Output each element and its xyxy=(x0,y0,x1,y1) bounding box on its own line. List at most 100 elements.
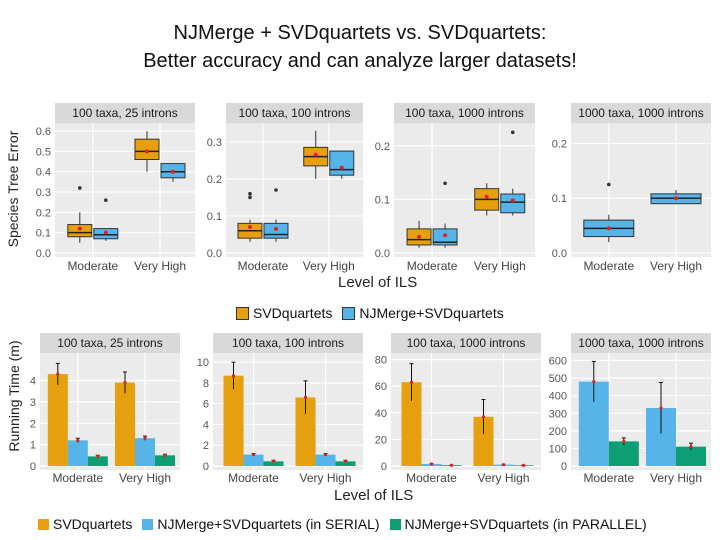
legend-swatch-time-svd xyxy=(38,518,49,530)
time-panel-1-x-tick-label: Moderate xyxy=(52,471,103,485)
error-x-axis-label: Level of ILS xyxy=(338,274,418,291)
error-panel-2-box-1-2-outlier xyxy=(274,188,278,192)
error-panel-1-x-tick-label: Very High xyxy=(134,259,186,273)
time-panel-1-bar-1-2 xyxy=(67,440,88,466)
error-panel-1-box-1-2-outlier xyxy=(104,198,108,202)
legend-item-time-parallel: NJMerge+SVDquartets (in PARALLEL) xyxy=(389,516,647,532)
time-panel-1-title: 100 taxa, 25 introns xyxy=(57,336,162,350)
error-panel-3-box-2-2-outlier xyxy=(510,130,515,135)
error-panel-1-box-1-1 xyxy=(67,224,93,238)
time-panel-1-bar-2-2-mean xyxy=(143,436,147,440)
time-panel-3-bar-1-3-mean xyxy=(449,463,454,467)
error-panel-1-box-2-1-mean xyxy=(145,149,149,154)
time-panel-1-y-tick-label: 1 xyxy=(30,440,36,452)
error-panel-4-y-tick-label: 0.0 xyxy=(552,248,567,260)
error-panel-3-box-2-2 xyxy=(500,193,526,214)
error-panel-1-y-tick-label: 0.5 xyxy=(36,146,51,158)
time-panel-4-bar-1-1-mean xyxy=(592,380,596,384)
time-panel-2-bar-1-3-mean xyxy=(271,459,276,463)
error-panel-1-box-2-1 xyxy=(134,138,160,161)
time-panel-3-y-tick-label: 20 xyxy=(375,434,387,446)
error-panel-1-y-tick-label: 0.2 xyxy=(36,207,51,219)
time-panel-2-bar-1-1-mean xyxy=(231,374,236,378)
error-panel-1-y-tick-label: 0.3 xyxy=(36,187,51,199)
error-panel-1-y-tick-label: 0.4 xyxy=(36,167,51,179)
time-panel-2-bar-2-1-mean xyxy=(303,395,308,400)
error-panel-4-x-tick-label: Very High xyxy=(650,259,702,273)
error-panel-2-box-1-1-mean xyxy=(247,225,252,230)
error-panel-2-box-1-1-outlier xyxy=(248,191,252,196)
time-panel-1-y-tick-label: 0 xyxy=(30,461,36,473)
error-panel-2-box-2-2 xyxy=(329,150,355,176)
time-panel-4-y-tick-label: 600 xyxy=(549,356,567,368)
legend-item-time-serial: NJMerge+SVDquartets (in SERIAL) xyxy=(142,516,380,532)
legend-label-parallel: NJMerge+SVDquartets (in PARALLEL) xyxy=(404,516,647,532)
error-panel-3-box-1-2-outlier xyxy=(443,181,447,186)
time-panel-4-bar-2-1-mean xyxy=(659,406,663,410)
error-panel-1-y-tick-label: 0.0 xyxy=(36,248,51,260)
error-panel-2-x-tick-label: Moderate xyxy=(238,259,289,273)
time-panel-3-title-strip xyxy=(391,333,541,353)
time-panel-4-title-strip xyxy=(571,333,711,353)
time-panel-4-bar-1-2 xyxy=(608,441,639,466)
error-panel-2-y-tick-label: 0.1 xyxy=(207,211,222,223)
time-panel-2-y-tick-label: 4 xyxy=(203,419,209,431)
legend-label-serial: NJMerge+SVDquartets (in SERIAL) xyxy=(157,516,380,532)
time-panel-1-bar-2-2 xyxy=(135,438,155,466)
time-panel-2-bar-2-1 xyxy=(295,397,316,466)
time-panel-4-y-tick-label: 100 xyxy=(549,443,567,455)
time-panel-1-bar-2-3-mean xyxy=(163,453,167,457)
error-panel-3-title: 100 taxa, 1000 introns xyxy=(405,106,524,120)
time-panel-3-bar-2-1-mean xyxy=(481,415,486,419)
time-panel-2-bar-2-2 xyxy=(315,454,336,466)
error-panel-3-x-tick-label: Moderate xyxy=(407,259,458,273)
error-panel-1-box-1-1-mean xyxy=(77,226,82,231)
time-x-axis-label: Level of ILS xyxy=(334,487,414,504)
time-panel-1-title-strip xyxy=(40,333,180,353)
time-panel-1-y-tick-label: 3 xyxy=(30,397,36,409)
error-panel-1-y-tick-label: 0.1 xyxy=(36,228,51,240)
error-panel-3-y-tick-label: 0.2 xyxy=(375,141,390,153)
time-panel-4-title: 1000 taxa, 1000 introns xyxy=(578,336,703,350)
time-panel-2-bar-1-1 xyxy=(223,375,244,466)
time-panel-2-bar-1-2-mean xyxy=(251,452,256,457)
error-panel-4-box-2-1-mean xyxy=(674,196,678,201)
error-panel-4-box-1-1-outlier xyxy=(607,182,611,187)
time-panel-3-title: 100 taxa, 1000 introns xyxy=(407,336,526,350)
error-panel-3-title-strip xyxy=(394,103,535,123)
time-panel-1-bar-1-2-mean xyxy=(76,438,80,442)
legend-swatch-njmerge xyxy=(342,306,356,320)
error-panel-2-box-1-2-mean xyxy=(273,226,278,231)
error-panel-3-box-2-1-mean xyxy=(484,194,489,199)
legend-swatch-serial xyxy=(142,518,154,530)
time-panel-1-bar-1-1-mean xyxy=(56,372,60,376)
error-panel-1-box-2-2-mean xyxy=(171,169,175,174)
error-panel-4-title: 1000 taxa, 1000 introns xyxy=(578,106,703,120)
slide-title-line-1: NJMerge + SVDquartets vs. SVDquartets: xyxy=(173,22,547,44)
time-panel-3-bar-2-2-mean xyxy=(501,463,506,467)
time-panel-2-y-tick-label: 0 xyxy=(203,461,209,473)
legend-item-time-svd: SVDquartets xyxy=(38,516,132,532)
error-panel-3-box-1-2-mean xyxy=(443,233,448,238)
error-panel-4-y-tick-label: 0.1 xyxy=(552,193,567,205)
time-panel-3-bar-1-1 xyxy=(401,382,422,466)
time-panel-3-x-tick-label: Moderate xyxy=(406,471,457,485)
legend-item-njmerge: NJMerge+SVDquartets xyxy=(342,305,504,321)
error-panel-2-y-tick-label: 0.2 xyxy=(207,174,222,186)
error-panel-3-x-tick-label: Very High xyxy=(474,259,526,273)
time-panel-2-y-tick-label: 2 xyxy=(203,440,209,452)
error-panel-3-y-tick-label: 0.1 xyxy=(375,194,390,206)
error-panel-4-box-1-1-mean xyxy=(606,226,611,231)
time-panel-2-x-tick-label: Very High xyxy=(299,471,351,485)
error-panel-2-title-strip xyxy=(226,103,363,123)
time-panel-4-x-tick-label: Moderate xyxy=(583,471,634,485)
error-panel-4-title-strip xyxy=(571,103,711,123)
time-panel-4-y-tick-label: 400 xyxy=(549,391,567,403)
time-panel-4-y-tick-label: 500 xyxy=(549,373,567,385)
error-panel-2-box-2-2-mean xyxy=(339,165,344,170)
legend-swatch-svd xyxy=(236,306,249,320)
time-panel-4-bar-2-2-mean xyxy=(689,445,693,449)
slide-title-line-2: Better accuracy and can analyze larger d… xyxy=(143,50,577,72)
time-panel-1-y-tick-label: 2 xyxy=(30,418,36,430)
